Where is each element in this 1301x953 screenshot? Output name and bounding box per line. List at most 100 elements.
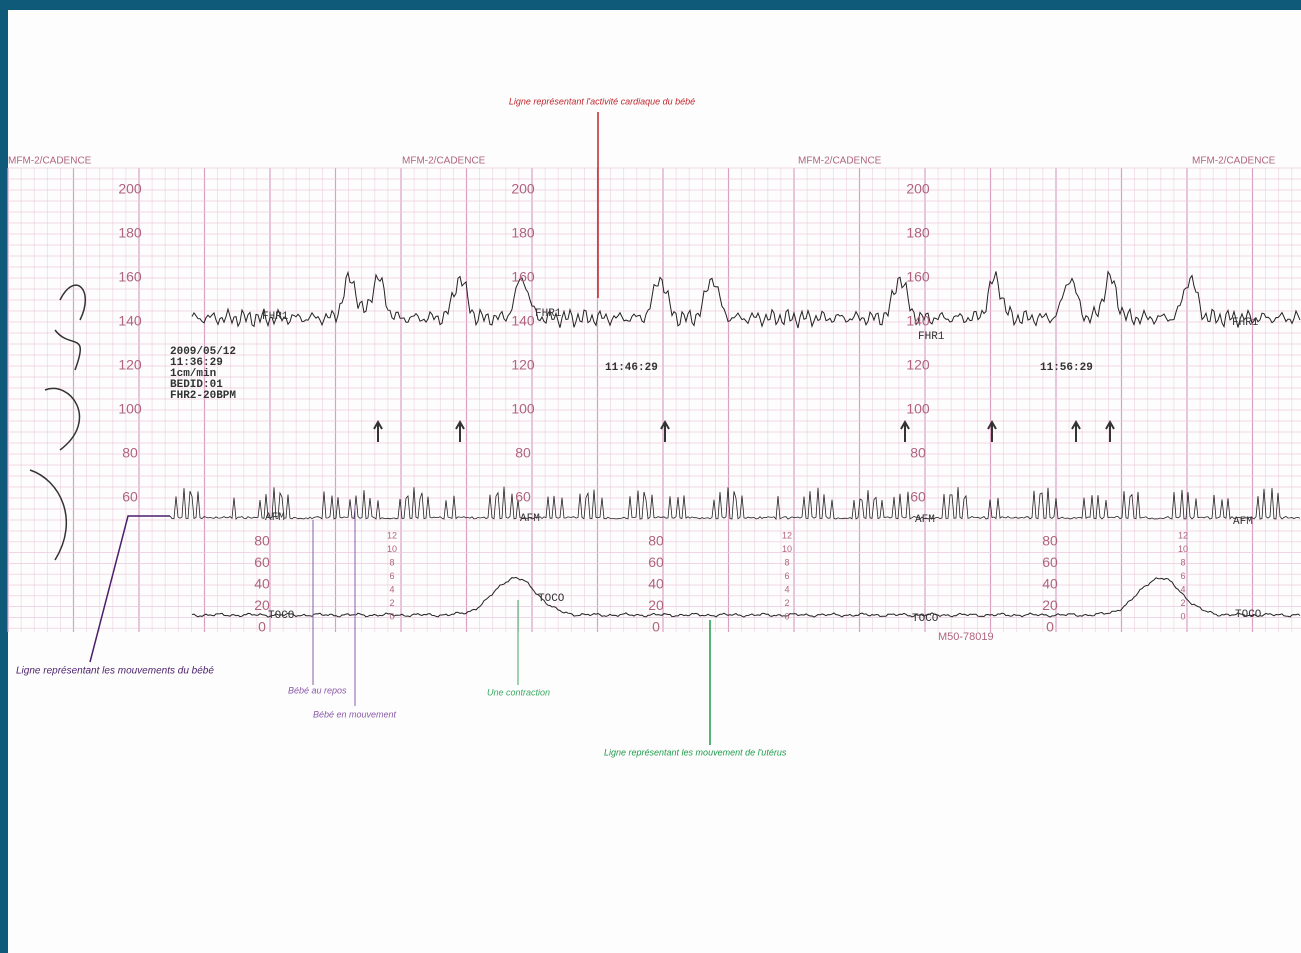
paper [8, 10, 1301, 953]
trace-label: FHR1 [918, 331, 945, 343]
fhr-scale-label: 160 [906, 269, 930, 285]
info-line: 2009/05/12 [170, 346, 236, 358]
info-line: FHR2-20BPM [170, 390, 236, 402]
kpa-scale-label: 8 [1180, 557, 1185, 567]
toco-scale-label: 40 [1042, 576, 1058, 592]
fhr-scale-label: 80 [515, 445, 531, 461]
fhr-scale-label: 200 [118, 181, 142, 197]
toco-scale-label: 20 [648, 597, 664, 613]
toco-scale-label: 0 [652, 619, 660, 635]
arrow [660, 419, 670, 442]
timestamp: 11:46:29 [605, 362, 658, 374]
toco-scale-label: 80 [648, 533, 664, 549]
toco-scale-label: 0 [1046, 619, 1054, 635]
kpa-scale-label: 2 [389, 598, 394, 608]
toco-scale-label: 80 [254, 533, 270, 549]
fhr-scale-label: 180 [511, 225, 535, 241]
kpa-scale-label: 6 [784, 571, 789, 581]
fhr-scale-label: 100 [118, 401, 142, 417]
toco-scale-label: 60 [254, 554, 270, 570]
toco-scale-label: 0 [258, 619, 266, 635]
kpa-scale-label: 2 [1180, 598, 1185, 608]
fhr-scale-label: 80 [910, 445, 926, 461]
info-line: BEDID:01 [170, 379, 223, 391]
annotation-contraction: Une contraction [487, 687, 550, 697]
trace-label: AFM [915, 514, 935, 526]
pointer-movements [89, 515, 170, 663]
trace-label: AFM [1233, 516, 1253, 528]
labels: MFM-2/CADENCE MFM-2/CADENCE MFM-2/CADENCE M… [8, 156, 1276, 643]
fhr-scale-label: 140 [511, 313, 535, 329]
fhr-scale-label: 100 [511, 401, 535, 417]
kpa-scale-label: 0 [389, 611, 394, 621]
kpa-scale-label: 10 [1178, 544, 1188, 554]
trace-label: FHR1 [262, 311, 289, 323]
paper-code: M50-78019 [938, 631, 994, 643]
fhr-scale-label: 120 [906, 357, 930, 373]
fhr-scale-label: 180 [906, 225, 930, 241]
heart-rate-trace [191, 270, 1301, 329]
strip-header: MFM-2/CADENCE [8, 156, 92, 167]
toco-scale-label: 80 [1042, 533, 1058, 549]
movement-trace [169, 486, 1301, 520]
arrow [455, 419, 465, 442]
kpa-scale-label: 12 [1178, 530, 1188, 540]
kpa-scale-label: 6 [1180, 571, 1185, 581]
kpa-scale-label: 0 [784, 611, 789, 621]
annotation-movements: Ligne représentant les mouvements du béb… [16, 666, 214, 677]
kpa-scale-label: 10 [782, 544, 792, 554]
fhr-scale-label: 120 [511, 357, 535, 373]
toco-scale-label: 40 [648, 576, 664, 592]
toco-scale-label: 60 [1042, 554, 1058, 570]
toco-scale-label: 20 [1042, 597, 1058, 613]
kpa-scale-label: 4 [389, 584, 394, 594]
fhr-scale-label: 120 [118, 357, 142, 373]
fhr-scale-label: 60 [910, 489, 926, 505]
strip-header: MFM-2/CADENCE [1192, 156, 1276, 167]
annotation-moving: Bébé en mouvement [313, 709, 397, 719]
uterus-trace [191, 576, 1301, 618]
kpa-scale-label: 8 [389, 557, 394, 567]
info-line: 11:36:29 [170, 357, 223, 369]
kpa-scale-label: 8 [784, 557, 789, 567]
kpa-scale-label: 12 [782, 530, 792, 540]
fhr-scale-label: 160 [511, 269, 535, 285]
fhr-scale-label: 140 [906, 313, 930, 329]
strip-header: MFM-2/CADENCE [402, 156, 486, 167]
grid [7, 167, 1301, 632]
trace-label: TOCO [268, 610, 295, 622]
timestamp: 11:56:29 [1040, 362, 1093, 374]
kpa-scale-label: 2 [784, 598, 789, 608]
arrow [1105, 419, 1115, 442]
kpa-scale-label: 10 [387, 544, 397, 554]
trace-label: TOCO [912, 613, 939, 625]
toco-scale-label: 20 [254, 597, 270, 613]
strip-header: MFM-2/CADENCE [798, 156, 882, 167]
kpa-scale-label: 12 [387, 530, 397, 540]
kpa-scale-label: 4 [1180, 584, 1185, 594]
trace-label: TOCO [538, 593, 565, 605]
fhr-scale-label: 140 [118, 313, 142, 329]
fhr-scale-label: 60 [122, 489, 138, 505]
toco-scale-label: 60 [648, 554, 664, 570]
annotation-uterus: Ligne représentant les mouvement de l'ut… [604, 747, 787, 757]
trace-label: FHR1 [535, 308, 562, 320]
trace-label: AFM [520, 513, 540, 525]
fhr-scale-label: 80 [122, 445, 138, 461]
arrow [900, 419, 910, 442]
info-line: 1cm/min [170, 368, 216, 380]
kpa-scale-label: 4 [784, 584, 789, 594]
handwriting [29, 284, 86, 561]
fhr-scale-label: 100 [906, 401, 930, 417]
annotation-heart: Ligne représentant l'activité cardiaque … [509, 96, 695, 106]
fhr-scale-label: 200 [511, 181, 535, 197]
annotation-rest: Bébé au repos [288, 685, 347, 695]
arrow [1071, 419, 1081, 442]
fhr-scale-label: 160 [118, 269, 142, 285]
arrow [373, 419, 383, 442]
fhr-scale-label: 180 [118, 225, 142, 241]
trace-label: FHR1 [1232, 317, 1259, 329]
kpa-scale-label: 0 [1180, 611, 1185, 621]
kpa-scale-label: 6 [389, 571, 394, 581]
